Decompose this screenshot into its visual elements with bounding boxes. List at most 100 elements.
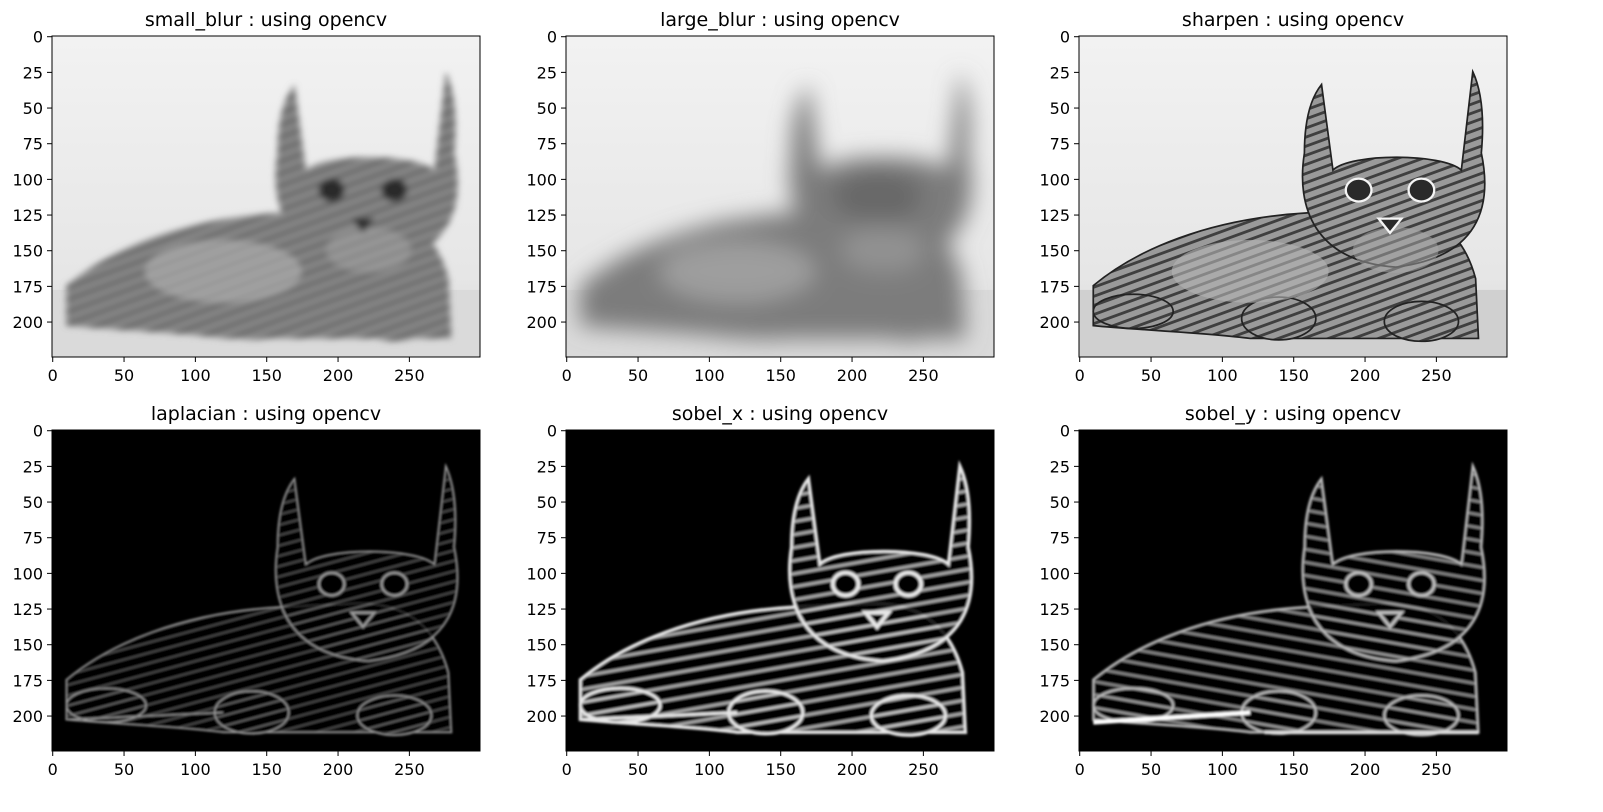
y-tick-label: 25: [23, 63, 43, 82]
x-tick-label: 0: [562, 366, 572, 385]
axes-frame: [51, 35, 481, 358]
y-tick-label: 25: [23, 457, 43, 476]
y-tick-label: 175: [526, 671, 557, 690]
x-tick-label: 50: [1141, 366, 1161, 385]
y-tick-label: 150: [12, 636, 43, 655]
panel-title: laplacian : using opencv: [151, 403, 381, 425]
x-tick-label: 50: [114, 760, 134, 779]
x-tick-label: 150: [765, 760, 796, 779]
y-tick-label: 100: [12, 564, 43, 583]
panel-title: large_blur : using opencv: [660, 9, 900, 31]
panel-sharpen: sharpen : using opencv 0 25 50 75 100 125 150 17…: [1039, 9, 1508, 385]
panel-title: sharpen : using opencv: [1182, 9, 1404, 31]
axes-frame: [51, 429, 481, 752]
filtered-image-large_blur: [566, 36, 994, 357]
y-tick-label: 125: [526, 600, 557, 619]
panel-title: sobel_y : using opencv: [1185, 403, 1401, 425]
filtered-image-sobel_y: [1079, 430, 1507, 751]
y-tick-label: 50: [23, 493, 43, 512]
y-tick-label: 50: [1050, 99, 1070, 118]
y-tick-label: 0: [547, 422, 557, 441]
x-tick-label: 100: [180, 760, 211, 779]
panel-large_blur: large_blur : using opencv 0 25 50 75 100 125 15…: [526, 9, 995, 385]
y-tick-label: 75: [1050, 135, 1070, 154]
panel-title: sobel_x : using opencv: [672, 403, 888, 425]
y-tick-label: 25: [1050, 457, 1070, 476]
panel-sobel_y: sobel_y : using opencv 0 25 50 75 100 125 150 17…: [1039, 403, 1508, 779]
y-tick-label: 25: [537, 63, 557, 82]
x-tick-label: 100: [1207, 760, 1238, 779]
x-tick-label: 0: [48, 760, 58, 779]
x-tick-label: 0: [48, 366, 58, 385]
y-tick-label: 75: [23, 529, 43, 548]
y-tick-label: 150: [1039, 242, 1070, 261]
x-tick-label: 250: [908, 366, 939, 385]
x-tick-label: 50: [628, 760, 648, 779]
y-tick-label: 100: [12, 170, 43, 189]
y-tick-label: 0: [1060, 28, 1070, 47]
x-tick-label: 50: [1141, 760, 1161, 779]
y-tick-label: 125: [1039, 600, 1070, 619]
y-tick-label: 175: [526, 277, 557, 296]
y-tick-label: 200: [526, 707, 557, 726]
filtered-image-small_blur: [52, 36, 480, 357]
y-tick-label: 50: [1050, 493, 1070, 512]
y-tick-label: 200: [12, 313, 43, 332]
x-tick-label: 50: [628, 366, 648, 385]
y-tick-label: 100: [1039, 564, 1070, 583]
y-tick-label: 75: [537, 529, 557, 548]
panel-sobel_x: sobel_x : using opencv 0 25 50 75 100 125 150 17…: [526, 403, 995, 779]
y-tick-label: 50: [537, 493, 557, 512]
axes-frame: [565, 429, 995, 752]
x-tick-label: 250: [394, 760, 425, 779]
y-tick-label: 125: [12, 600, 43, 619]
y-tick-label: 100: [526, 170, 557, 189]
filtered-image-sobel_x: [566, 430, 994, 751]
y-tick-label: 75: [1050, 529, 1070, 548]
x-tick-label: 100: [694, 366, 725, 385]
x-tick-label: 200: [323, 760, 354, 779]
x-tick-label: 150: [251, 760, 282, 779]
y-tick-label: 200: [1039, 313, 1070, 332]
panel-small_blur: small_blur : using opencv 0 25 50 75 100 125 15…: [12, 9, 481, 385]
y-tick-label: 75: [537, 135, 557, 154]
x-tick-label: 250: [394, 366, 425, 385]
axes-frame: [565, 35, 995, 358]
y-tick-label: 200: [526, 313, 557, 332]
y-tick-label: 200: [12, 707, 43, 726]
y-tick-label: 0: [547, 28, 557, 47]
y-tick-label: 150: [12, 242, 43, 261]
x-tick-label: 250: [908, 760, 939, 779]
y-tick-label: 75: [23, 135, 43, 154]
y-tick-label: 125: [1039, 206, 1070, 225]
filtered-image-sharpen: [1079, 36, 1507, 357]
x-tick-label: 50: [114, 366, 134, 385]
y-tick-label: 25: [537, 457, 557, 476]
x-tick-label: 150: [251, 366, 282, 385]
y-tick-label: 175: [1039, 671, 1070, 690]
y-tick-label: 25: [1050, 63, 1070, 82]
x-tick-label: 0: [562, 760, 572, 779]
y-tick-label: 0: [1060, 422, 1070, 441]
x-tick-label: 200: [1350, 760, 1381, 779]
y-tick-label: 100: [526, 564, 557, 583]
y-tick-label: 175: [1039, 277, 1070, 296]
y-tick-label: 0: [33, 422, 43, 441]
panel-title: small_blur : using opencv: [145, 9, 387, 31]
x-tick-label: 100: [1207, 366, 1238, 385]
panel-laplacian: laplacian : using opencv 0 25 50 75 100 125 150…: [12, 403, 481, 779]
y-tick-label: 50: [537, 99, 557, 118]
x-tick-label: 0: [1075, 366, 1085, 385]
x-tick-label: 150: [1278, 366, 1309, 385]
y-tick-label: 100: [1039, 170, 1070, 189]
y-tick-label: 150: [1039, 636, 1070, 655]
x-tick-label: 200: [837, 366, 868, 385]
y-tick-label: 125: [526, 206, 557, 225]
y-tick-label: 175: [12, 671, 43, 690]
x-tick-label: 100: [180, 366, 211, 385]
x-tick-label: 0: [1075, 760, 1085, 779]
x-tick-label: 150: [1278, 760, 1309, 779]
x-tick-label: 250: [1421, 366, 1452, 385]
y-tick-label: 175: [12, 277, 43, 296]
